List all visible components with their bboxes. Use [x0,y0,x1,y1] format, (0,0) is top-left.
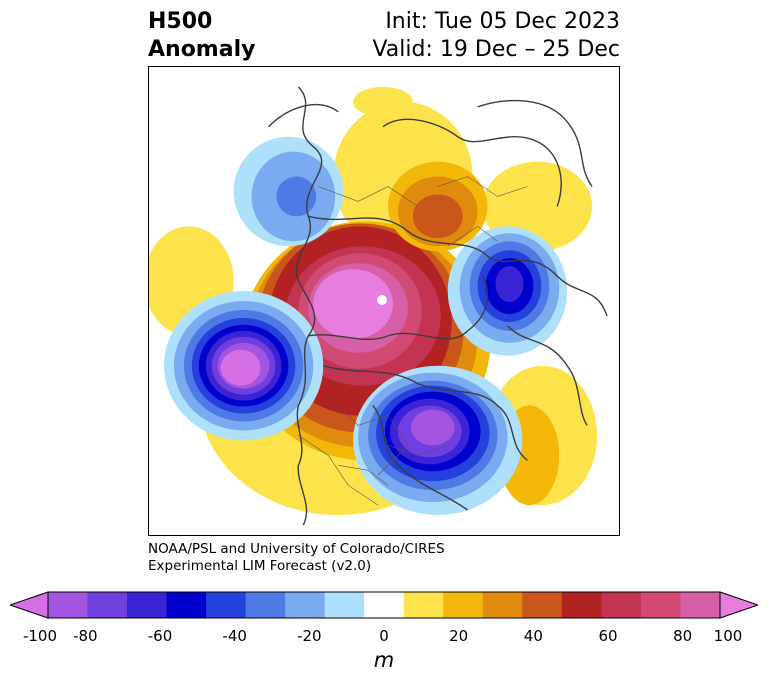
colorbar-extend-max [719,591,758,619]
colorbar-tick-label: -40 [222,627,247,645]
colorbar-tick-label: 20 [449,627,469,645]
coastlines [268,86,608,526]
colorbar-bin [364,592,405,618]
asian-negative-anomaly [353,365,523,516]
borders [298,176,528,506]
colorbar-bin [680,592,721,618]
forecast-dates: Init: Tue 05 Dec 2023 Valid: 19 Dec – 25… [372,8,620,64]
colorbar-bin [522,592,563,618]
colorbar-bin [640,592,681,618]
colorbar-tick-label: 100 [713,627,743,645]
colorbar-tick-label: -20 [297,627,322,645]
pacific-negative-anomaly [163,291,324,441]
colorbar-bin [443,592,484,618]
credit-text: NOAA/PSL and University of Colorado/CIRE… [148,541,445,575]
colorbar-tick-label: -80 [73,627,98,645]
colorbar-extend-min [10,591,49,619]
anomaly-map [148,66,620,536]
colorbar-bin [324,592,365,618]
title-variable: H500 [148,9,213,34]
colorbar-bin [403,592,444,618]
colorbar-tick-label: -100 [22,627,58,645]
colorbar-bin [285,592,326,618]
colorbar-bin [48,592,89,618]
init-date: Init: Tue 05 Dec 2023 [385,9,620,34]
colorbar-tick-label: 0 [379,627,389,645]
colorbar-tick-label: -60 [147,627,173,645]
colorbar [10,591,758,619]
colorbar-bin [87,592,128,618]
colorbar-bin [127,592,168,618]
colorbar-bin [206,592,247,618]
colorbar-bin [482,592,523,618]
credit-line-2: Experimental LIM Forecast (v2.0) [148,558,372,574]
colorbar-bin [561,592,602,618]
colorbar-unit: m [373,648,395,672]
colorbar-tick-label: 40 [523,627,543,645]
north-pole-marker [377,295,387,305]
credit-line-1: NOAA/PSL and University of Colorado/CIRE… [148,541,445,557]
eurasian-negative-anomaly [447,226,568,356]
valid-range: Valid: 19 Dec – 25 Dec [372,37,620,62]
colorbar-tick-label: 60 [598,627,618,645]
title-anomaly: Anomaly [148,37,256,62]
anomaly-map-svg [149,67,619,535]
map-title: H500 Anomaly [148,8,255,64]
colorbar-tick-label: 80 [673,627,693,645]
colorbar-outline [47,591,721,619]
colorbar-bin [166,592,207,618]
colorbar-bin [245,592,286,618]
northwest-negative-lobe [233,136,344,247]
colorbar-bin [601,592,642,618]
european-positive-lobe [387,161,488,252]
